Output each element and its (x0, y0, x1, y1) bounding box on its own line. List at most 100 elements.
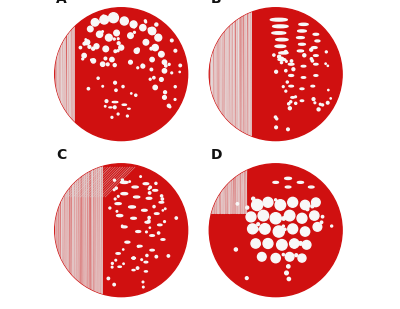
Circle shape (144, 20, 146, 22)
Circle shape (113, 38, 115, 40)
Circle shape (282, 253, 284, 256)
Circle shape (325, 63, 326, 64)
Circle shape (117, 42, 120, 44)
Circle shape (96, 31, 103, 37)
Circle shape (123, 263, 124, 265)
Ellipse shape (291, 97, 294, 98)
Circle shape (148, 188, 150, 189)
Circle shape (297, 213, 307, 223)
Ellipse shape (144, 271, 148, 272)
Circle shape (174, 49, 177, 52)
Circle shape (113, 283, 115, 286)
Circle shape (175, 217, 178, 219)
Circle shape (255, 227, 258, 231)
Circle shape (155, 182, 157, 184)
Ellipse shape (150, 235, 154, 236)
Circle shape (134, 49, 139, 53)
Circle shape (148, 192, 151, 194)
Circle shape (134, 32, 135, 33)
Circle shape (115, 187, 117, 189)
Ellipse shape (144, 261, 148, 263)
Circle shape (122, 86, 124, 88)
Circle shape (102, 86, 104, 87)
Circle shape (55, 8, 188, 141)
Circle shape (150, 68, 153, 71)
Ellipse shape (315, 40, 320, 42)
Circle shape (113, 189, 115, 191)
Ellipse shape (296, 37, 304, 39)
Circle shape (108, 13, 118, 23)
Circle shape (129, 181, 130, 182)
Circle shape (114, 50, 117, 53)
Circle shape (284, 210, 295, 221)
Circle shape (162, 69, 167, 73)
Circle shape (113, 64, 116, 67)
Circle shape (273, 226, 284, 237)
Circle shape (252, 199, 263, 210)
Circle shape (300, 227, 310, 236)
Circle shape (120, 17, 128, 25)
Circle shape (285, 252, 294, 261)
Circle shape (310, 211, 319, 220)
Circle shape (158, 232, 160, 234)
Circle shape (88, 26, 93, 32)
Ellipse shape (109, 107, 112, 108)
Ellipse shape (142, 210, 147, 211)
Circle shape (311, 60, 314, 62)
Ellipse shape (270, 18, 287, 21)
Circle shape (122, 179, 124, 181)
Circle shape (209, 8, 342, 141)
Circle shape (149, 78, 151, 80)
Circle shape (292, 68, 295, 71)
Circle shape (116, 210, 118, 212)
Circle shape (55, 164, 188, 297)
Circle shape (326, 101, 329, 104)
Circle shape (299, 242, 302, 245)
Circle shape (150, 57, 154, 62)
Ellipse shape (121, 193, 128, 195)
Ellipse shape (132, 186, 138, 188)
Circle shape (313, 222, 322, 231)
Circle shape (117, 50, 119, 52)
Circle shape (169, 106, 171, 108)
Circle shape (321, 215, 324, 218)
Circle shape (142, 64, 144, 66)
Circle shape (141, 259, 142, 260)
Circle shape (322, 104, 324, 106)
Ellipse shape (132, 257, 136, 259)
Circle shape (300, 200, 310, 210)
Circle shape (174, 86, 176, 88)
Circle shape (286, 81, 288, 83)
Circle shape (122, 249, 124, 250)
Circle shape (88, 45, 91, 48)
Circle shape (128, 33, 133, 38)
Circle shape (118, 196, 119, 197)
Circle shape (106, 34, 112, 41)
Circle shape (114, 81, 116, 84)
Circle shape (275, 200, 286, 210)
Circle shape (170, 39, 173, 42)
Circle shape (102, 31, 103, 32)
Circle shape (158, 37, 159, 38)
Ellipse shape (125, 241, 130, 243)
Ellipse shape (112, 101, 118, 103)
Circle shape (149, 186, 151, 188)
Circle shape (111, 266, 113, 268)
Ellipse shape (138, 245, 142, 247)
Circle shape (155, 23, 158, 26)
Circle shape (113, 106, 116, 109)
Circle shape (310, 58, 312, 60)
Ellipse shape (120, 181, 128, 184)
Circle shape (140, 25, 146, 31)
Ellipse shape (308, 186, 314, 188)
Circle shape (153, 205, 155, 208)
Ellipse shape (122, 104, 126, 105)
Circle shape (287, 265, 290, 268)
Circle shape (138, 246, 139, 247)
Ellipse shape (279, 52, 288, 54)
Circle shape (295, 96, 296, 98)
Circle shape (100, 62, 105, 66)
Circle shape (164, 208, 166, 210)
Ellipse shape (116, 253, 120, 254)
Circle shape (248, 224, 258, 234)
